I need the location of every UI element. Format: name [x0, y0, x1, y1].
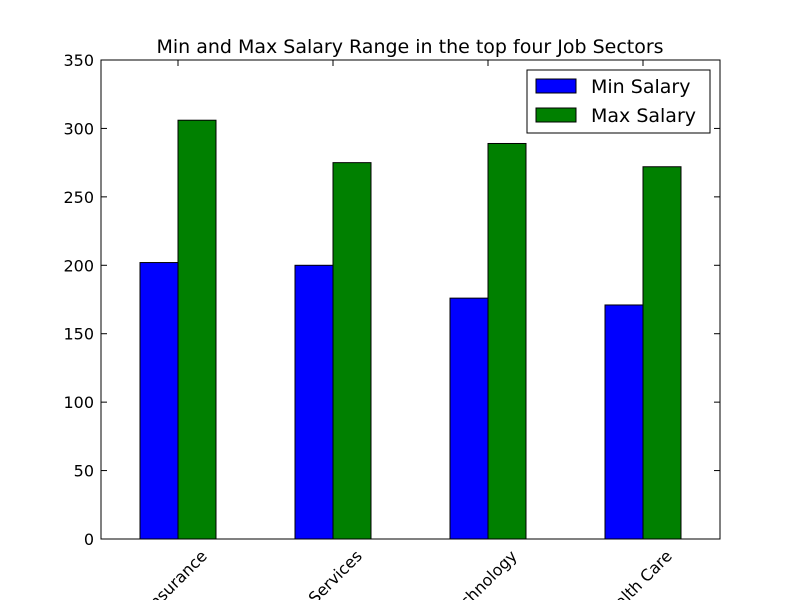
x-axis: Insurance Services Technology Health Care: [142, 60, 676, 600]
y-tick-label: 0: [84, 530, 94, 549]
bar-min-salary-0: [139, 262, 179, 540]
y-tick-label: 150: [63, 325, 94, 344]
bar-min-salary-1: [294, 264, 334, 540]
bars-group: [139, 119, 682, 540]
legend-label: Max Salary: [591, 105, 696, 127]
bar-min-salary-3: [604, 304, 644, 540]
legend-swatch: [535, 78, 577, 94]
bar-min-salary-2: [449, 297, 489, 540]
chart-title: Min and Max Salary Range in the top four…: [156, 36, 663, 58]
y-tick-label: 200: [63, 256, 94, 275]
legend-label: Min Salary: [591, 76, 690, 98]
y-tick-label: 100: [63, 393, 94, 412]
y-tick-label: 350: [63, 51, 94, 70]
bar-max-salary-0: [177, 119, 217, 540]
y-tick-label: 50: [74, 462, 94, 481]
bar-max-salary-1: [332, 162, 372, 540]
y-tick-label: 300: [63, 119, 94, 138]
x-tick-label: Health Care: [595, 546, 675, 600]
x-tick-label: Technology: [443, 546, 521, 600]
bar-max-salary-3: [642, 166, 682, 540]
legend: Min Salary Max Salary: [526, 69, 711, 134]
x-tick-label: Insurance: [142, 546, 211, 600]
y-axis: 0 50 100 150 200 250 300 350: [63, 51, 720, 549]
bar-max-salary-2: [487, 142, 527, 540]
y-tick-label: 250: [63, 188, 94, 207]
legend-swatch: [535, 107, 577, 123]
x-tick-label: Services: [305, 546, 366, 600]
plot-frame: [100, 59, 721, 540]
